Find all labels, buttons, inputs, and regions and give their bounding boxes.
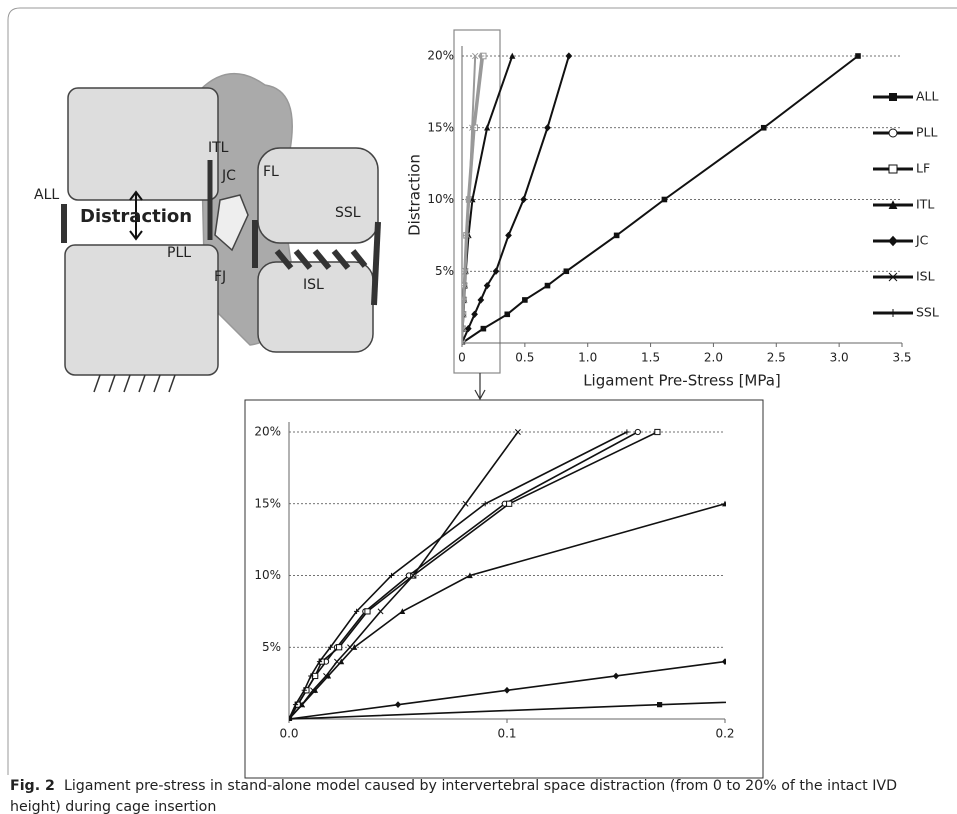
x-tick-label: 3.5 <box>892 351 911 365</box>
series-line <box>289 432 518 719</box>
marker <box>545 283 551 289</box>
y-tick-label: 15% <box>254 496 281 510</box>
marker <box>471 311 478 318</box>
label: FJ <box>214 269 226 285</box>
label: PLL <box>167 245 191 261</box>
marker <box>613 673 619 680</box>
legend-label: JC <box>915 233 929 248</box>
y-tick-label: 5% <box>262 640 281 654</box>
marker <box>522 297 528 303</box>
marker <box>564 268 570 274</box>
caption-label: Fig. 2 <box>10 778 55 794</box>
marker <box>614 233 620 239</box>
marker <box>463 501 468 506</box>
zoom-box <box>454 30 500 373</box>
x-tick-label: 0 <box>458 351 466 365</box>
marker <box>378 609 383 614</box>
marker <box>761 125 767 131</box>
legend-label: SSL <box>916 305 939 320</box>
marker <box>520 196 527 203</box>
figure-graphics: ALL Distraction ITL JC FL SSL PLL FJ ISL… <box>0 0 957 814</box>
x-tick-label: 1.0 <box>578 351 597 365</box>
y-tick-label: 20% <box>427 49 454 63</box>
legend-label: ALL <box>916 89 939 104</box>
x-axis-title: Ligament Pre-Stress [MPa] <box>583 372 781 390</box>
marker <box>465 325 472 332</box>
x-tick-label: 2.0 <box>704 351 723 365</box>
zoom-arrow <box>475 373 485 399</box>
marker <box>334 659 339 664</box>
marker <box>624 429 629 434</box>
x-tick-label: 2.5 <box>767 351 786 365</box>
marker <box>635 429 640 434</box>
legend-label: ITL <box>916 197 934 212</box>
y-tick-label: 5% <box>435 264 454 278</box>
y-axis-title: Distraction <box>406 154 424 236</box>
marker <box>347 645 352 650</box>
marker <box>888 236 898 246</box>
marker <box>481 326 487 332</box>
x-tick-label: 3.0 <box>830 351 849 365</box>
label: FL <box>263 164 279 180</box>
y-tick-label: 20% <box>254 425 281 439</box>
marker <box>395 701 401 708</box>
marker <box>365 609 370 614</box>
marker <box>889 309 897 317</box>
marker <box>855 53 861 59</box>
marker <box>515 429 520 434</box>
figure: ALL Distraction ITL JC FL SSL PLL FJ ISL… <box>0 0 957 814</box>
label: SSL <box>335 205 361 221</box>
label: ALL <box>34 187 59 203</box>
label: ISL <box>303 277 324 293</box>
marker <box>484 124 490 130</box>
x-tick-label: 0.5 <box>515 351 534 365</box>
marker <box>504 687 510 694</box>
diagram <box>64 74 378 392</box>
marker <box>655 429 660 434</box>
marker <box>722 658 728 665</box>
marker <box>889 93 897 101</box>
marker <box>657 702 662 707</box>
x-tick-label: 0.1 <box>497 727 516 741</box>
y-tick-label: 10% <box>254 568 281 582</box>
y-tick-label: 10% <box>427 192 454 206</box>
label: Distraction <box>80 206 192 227</box>
marker <box>544 124 551 131</box>
marker <box>477 296 484 303</box>
marker <box>889 165 897 173</box>
legend-label: LF <box>916 161 930 176</box>
inset-chart: 5% 10% 15% 20% 0.0 0.1 0.2 <box>254 422 957 741</box>
legend-label: ISL <box>916 269 935 284</box>
caption-text: Ligament pre-stress in stand-alone model… <box>10 778 897 814</box>
marker <box>337 645 342 650</box>
legend-label: PLL <box>916 125 938 140</box>
inset-frame <box>245 400 763 778</box>
main-chart: 5% 10% 15% 20% 0 0.5 1.0 1.5 2.0 2.5 3.0 3.5 Ligamen… <box>406 46 939 390</box>
marker <box>504 312 510 318</box>
y-tick-label: 15% <box>427 120 454 134</box>
marker <box>507 501 512 506</box>
caption: Fig. 2 Ligament pre-stress in stand-alon… <box>10 776 950 814</box>
marker <box>565 52 572 59</box>
x-tick-label: 0.0 <box>279 727 298 741</box>
x-tick-label: 1.5 <box>641 351 660 365</box>
label: JC <box>221 168 236 184</box>
x-tick-label: 0.2 <box>715 727 734 741</box>
marker <box>505 232 512 239</box>
marker <box>874 644 880 651</box>
marker <box>889 129 897 137</box>
marker <box>662 197 668 203</box>
label: ITL <box>208 140 229 156</box>
